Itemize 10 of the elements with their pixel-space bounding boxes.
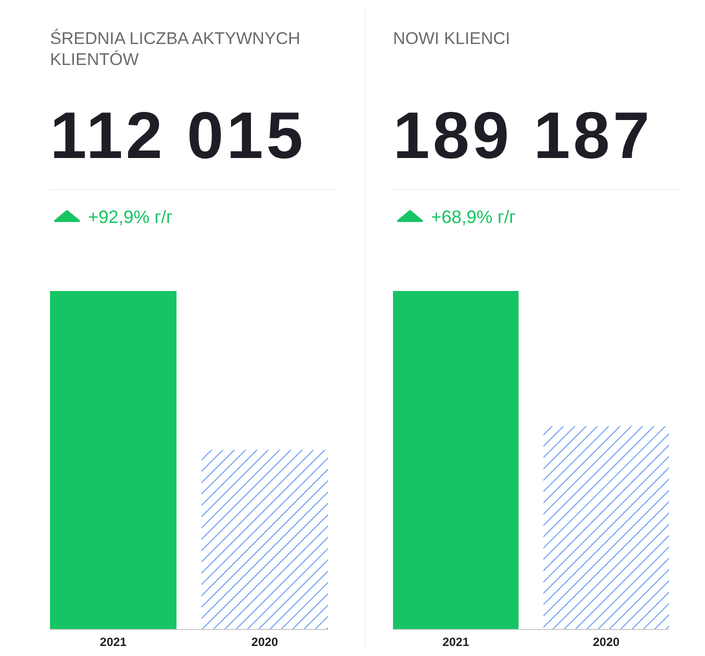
text: +68,9% г/г [431,207,516,227]
x-tick-label: 2021 [100,635,127,649]
chart-subtitle: 189 187 [393,98,653,172]
chart-title: NOWI KLIENCI [393,29,510,48]
chart-subtitle: 112 015 [50,98,306,172]
text: +92,9% г/г [88,207,174,227]
x-tick-label: 2020 [592,635,620,649]
x-tick-label: 2020 [251,635,278,649]
chart-title: ŚREDNIA LICZBA AKTYWNYCH KLIENTÓW [50,28,300,69]
x-tick-label: 2021 [442,635,470,649]
